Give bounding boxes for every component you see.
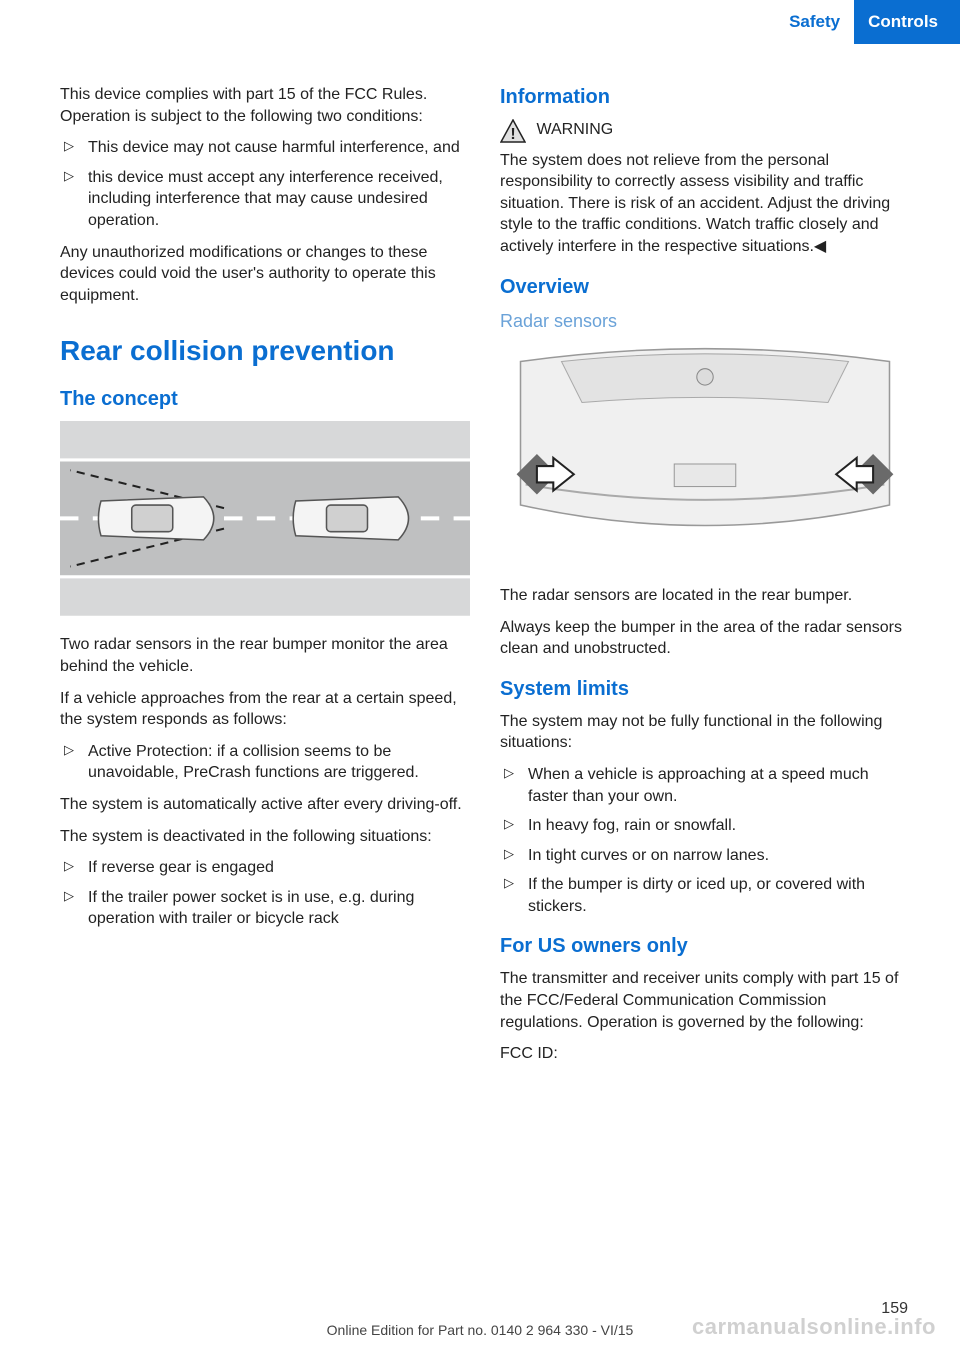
concept-response-list: Active Protection: if a collision seems … (60, 741, 470, 784)
radar-p1: The radar sensors are located in the rea… (500, 585, 910, 607)
warning-text: The system does not relieve from the per… (500, 152, 890, 255)
radar-p2: Always keep the bumper in the area of th… (500, 617, 910, 660)
watermark: carmanualsonline.info (692, 1314, 936, 1340)
information-title: Information (500, 84, 910, 111)
us-owners-title: For US owners only (500, 933, 910, 960)
list-item: If the bumper is dirty or iced up, or co… (500, 874, 910, 917)
list-item: this device must accept any interference… (60, 167, 470, 232)
rear-collision-title: Rear collision prevention (60, 332, 470, 370)
list-item: In tight curves or on narrow lanes. (500, 845, 910, 867)
page-header: Safety Controls (0, 0, 960, 44)
warning-icon: ! (500, 119, 526, 150)
overview-title: Overview (500, 274, 910, 301)
list-item: When a vehicle is approaching at a speed… (500, 764, 910, 807)
warning-block: ! WARNING The system does not relieve fr… (500, 119, 910, 258)
radar-sensors-title: Radar sensors (500, 309, 910, 333)
concept-diagram (60, 421, 470, 616)
page-content: This device complies with part 15 of the… (0, 44, 960, 1075)
fcc-conditions-list: This device may not cause harmful interf… (60, 137, 470, 231)
list-item: Active Protection: if a collision seems … (60, 741, 470, 784)
header-controls-label: Controls (854, 0, 960, 44)
list-item: If reverse gear is engaged (60, 857, 470, 879)
fcc-intro: This device complies with part 15 of the… (60, 84, 470, 127)
system-limits-title: System limits (500, 676, 910, 703)
us-p1: The transmitter and receiver units compl… (500, 968, 910, 1033)
concept-title: The concept (60, 386, 470, 413)
limits-intro: The system may not be fully functional i… (500, 711, 910, 754)
list-item: If the trailer power socket is in use, e… (60, 887, 470, 930)
concept-p1: Two radar sensors in the rear bumper mon… (60, 634, 470, 677)
header-safety-label: Safety (789, 12, 854, 32)
warning-label: WARNING (536, 121, 613, 138)
deactivate-list: If reverse gear is engaged If the traile… (60, 857, 470, 930)
left-column: This device complies with part 15 of the… (60, 84, 470, 1075)
concept-p4: The system is deactivated in the followi… (60, 826, 470, 848)
concept-p3: The system is automatically active after… (60, 794, 470, 816)
right-column: Information ! WARNING The system does no… (500, 84, 910, 1075)
svg-text:!: ! (510, 126, 515, 143)
warning-paragraph: ! WARNING The system does not relieve fr… (500, 119, 910, 258)
list-item: In heavy fog, rain or snowfall. (500, 815, 910, 837)
radar-diagram (500, 341, 910, 567)
concept-p2: If a vehicle approaches from the rear at… (60, 688, 470, 731)
fcc-unauthorized: Any unauthorized modifications or change… (60, 242, 470, 307)
limits-list: When a vehicle is approaching at a speed… (500, 764, 910, 918)
fcc-id: FCC ID: (500, 1043, 910, 1065)
list-item: This device may not cause harmful interf… (60, 137, 470, 159)
